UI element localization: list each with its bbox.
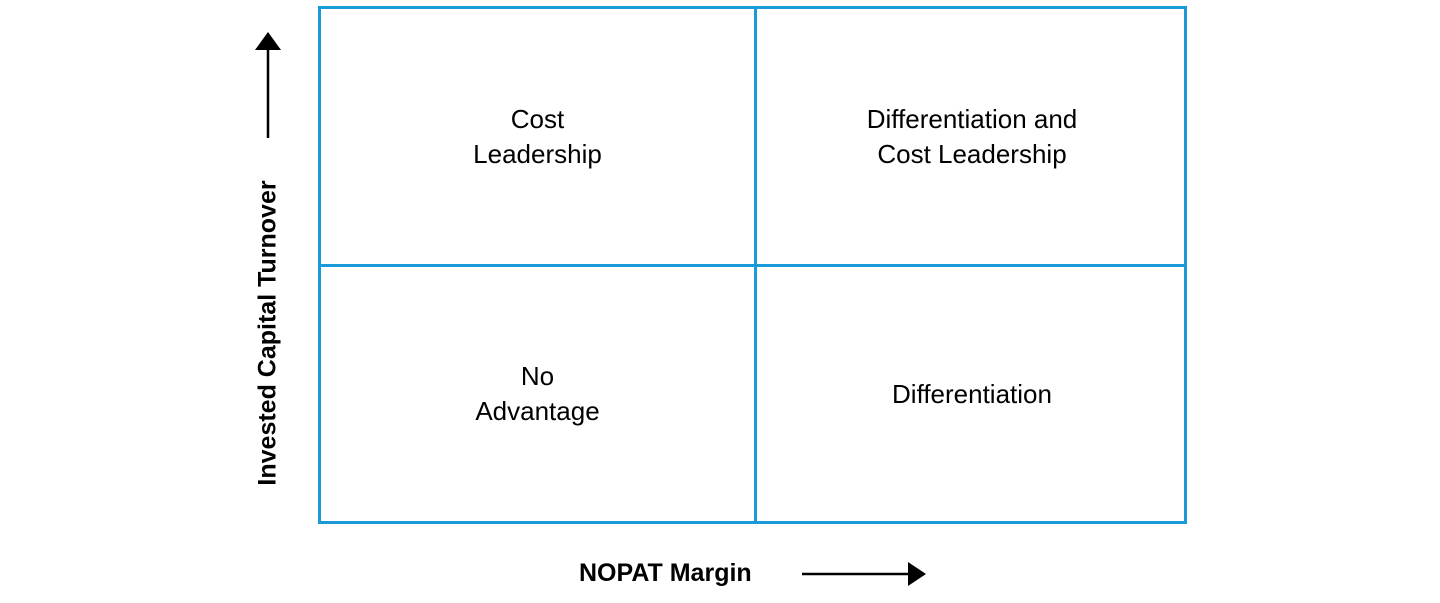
y-arrow-head-icon [255, 32, 281, 50]
x-axis-arrow [802, 562, 926, 586]
y-axis-label: Invested Capital Turnover [253, 180, 282, 486]
quadrant-top-left: Cost Leadership [321, 9, 754, 264]
quadrant-top-right-label: Differentiation and Cost Leadership [866, 103, 1078, 169]
x-arrow-head-icon [908, 562, 926, 586]
quadrant-top-right: Differentiation and Cost Leadership [757, 9, 1187, 264]
quadrant-bottom-left: No Advantage [321, 267, 754, 521]
strategy-matrix: Cost Leadership Differentiation and Cost… [318, 6, 1187, 524]
x-axis-label: NOPAT Margin [579, 559, 752, 587]
quadrant-bottom-right-label: Differentiation [892, 378, 1052, 409]
quadrant-bottom-left-label: No Advantage [475, 361, 600, 426]
quadrant-top-left-label: Cost Leadership [473, 103, 602, 169]
y-axis-arrow [255, 32, 281, 138]
horizontal-divider [321, 264, 1184, 267]
quadrant-bottom-right: Differentiation [757, 267, 1187, 521]
